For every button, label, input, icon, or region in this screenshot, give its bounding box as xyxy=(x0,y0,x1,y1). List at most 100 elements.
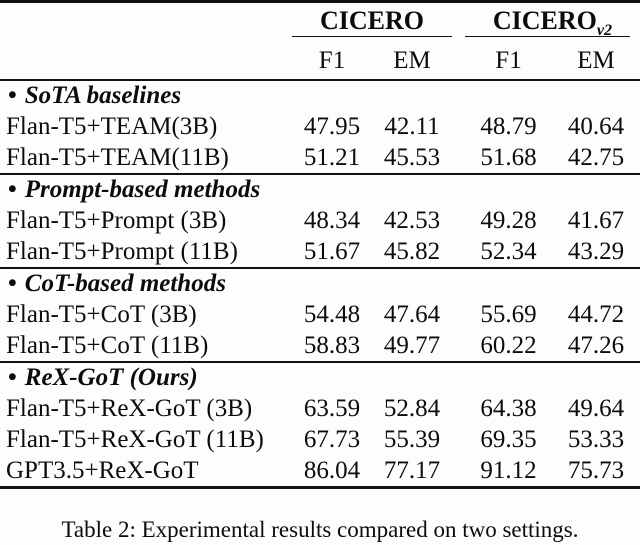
cell-em-cicero-v2: 43.29 xyxy=(567,238,625,265)
table-caption: Table 2: Experimental results compared o… xyxy=(61,517,579,542)
cell-em-cicero: 77.17 xyxy=(383,457,441,484)
section-header: • CoT-based methods xyxy=(0,269,640,299)
column-gap xyxy=(452,236,465,267)
section-sota-baselines: • SoTA baselines Flan-T5+TEAM(3B) 47.95 4… xyxy=(0,81,640,173)
results-table: CICERO CICEROv2 F1 EM F1 EM • SoTA baseli… xyxy=(0,0,640,489)
cell-f1-cicero: 47.95 xyxy=(303,113,361,140)
cell-em-cicero-v2: 75.73 xyxy=(567,457,625,484)
section-header-row: • CoT-based methods xyxy=(0,269,640,299)
dataset-header-cicero: CICERO xyxy=(292,5,452,36)
row-label: Flan-T5+TEAM(3B) xyxy=(6,113,218,140)
column-gap xyxy=(452,455,465,486)
column-gap xyxy=(452,299,465,330)
dataset-header-cicero-v2: CICEROv2 xyxy=(465,5,640,40)
cell-em-cicero: 47.64 xyxy=(383,301,441,328)
column-gap xyxy=(452,393,465,424)
cell-em-cicero-v2: 47.26 xyxy=(567,332,625,359)
dataset-subscript: v2 xyxy=(596,22,613,40)
cell-f1-cicero-v2: 64.38 xyxy=(480,395,537,422)
cell-f1-cicero: 54.48 xyxy=(303,301,361,328)
row-label: GPT3.5+ReX-GoT xyxy=(6,457,199,484)
cell-f1-cicero: 51.67 xyxy=(303,238,361,265)
cell-em-cicero: 55.39 xyxy=(383,426,441,453)
section-prompt-based: • Prompt-based methods Flan-T5+Prompt (3B… xyxy=(0,173,640,267)
row-label: Flan-T5+ReX-GoT (11B) xyxy=(6,426,264,453)
cell-f1-cicero-v2: 55.69 xyxy=(480,301,537,328)
bullet-icon: • xyxy=(8,176,17,203)
cmidrule-cicero-v2 xyxy=(465,36,630,37)
section-rex-got: • ReX-GoT (Ours) Flan-T5+ReX-GoT (3B) 63.… xyxy=(0,361,640,486)
table-row: Flan-T5+TEAM(3B) 47.95 42.11 48.79 40.64 xyxy=(0,111,640,142)
table-row: GPT3.5+ReX-GoT 86.04 77.17 91.12 75.73 xyxy=(0,455,640,486)
table-row: Flan-T5+TEAM(11B) 51.21 45.53 51.68 42.7… xyxy=(0,142,640,173)
section-header-row: • ReX-GoT (Ours) xyxy=(0,363,640,393)
dataset-title: CICERO xyxy=(492,6,597,35)
section-header: • SoTA baselines xyxy=(0,81,640,111)
cell-f1-cicero-v2: 49.28 xyxy=(480,207,537,234)
cell-em-cicero: 45.82 xyxy=(383,238,441,265)
section-title: CoT-based methods xyxy=(24,270,226,297)
metric-header-row: F1 EM F1 EM xyxy=(0,42,640,79)
cell-f1-cicero: 86.04 xyxy=(303,457,361,484)
cell-em-cicero-v2: 49.64 xyxy=(567,395,625,422)
row-label: Flan-T5+Prompt (3B) xyxy=(6,207,227,234)
dataset-group-row: CICERO CICEROv2 xyxy=(0,5,640,40)
metric-header-f1-cicero-v2: F1 xyxy=(495,47,522,74)
table-header: CICERO CICEROv2 F1 EM F1 EM xyxy=(0,3,640,81)
table-row: Flan-T5+ReX-GoT (3B) 63.59 52.84 64.38 4… xyxy=(0,393,640,424)
bullet-icon: • xyxy=(8,270,17,297)
section-header: • Prompt-based methods xyxy=(0,175,640,205)
bullet-icon: • xyxy=(8,82,17,109)
section-header-row: • Prompt-based methods xyxy=(0,175,640,205)
section-cot-based: • CoT-based methods Flan-T5+CoT (3B) 54.4… xyxy=(0,267,640,361)
cell-em-cicero: 45.53 xyxy=(383,144,441,171)
table-row: Flan-T5+Prompt (3B) 48.34 42.53 49.28 41… xyxy=(0,205,640,236)
cell-f1-cicero-v2: 69.35 xyxy=(480,426,537,453)
section-title: ReX-GoT (Ours) xyxy=(24,364,198,391)
column-gap xyxy=(452,42,465,79)
row-label: Flan-T5+Prompt (11B) xyxy=(6,238,238,265)
cell-em-cicero-v2: 42.75 xyxy=(567,144,625,171)
metric-header-em-cicero-v2: EM xyxy=(577,47,615,74)
cell-f1-cicero-v2: 60.22 xyxy=(480,332,537,359)
table-row: Flan-T5+Prompt (11B) 51.67 45.82 52.34 4… xyxy=(0,236,640,267)
cell-em-cicero-v2: 41.67 xyxy=(567,207,625,234)
cell-em-cicero-v2: 40.64 xyxy=(567,113,625,140)
column-gap xyxy=(452,111,465,142)
cell-em-cicero: 49.77 xyxy=(383,332,441,359)
cell-f1-cicero-v2: 52.34 xyxy=(480,238,537,265)
cell-f1-cicero: 63.59 xyxy=(303,395,361,422)
column-gap xyxy=(452,330,465,361)
row-label: Flan-T5+CoT (3B) xyxy=(6,301,197,328)
cell-f1-cicero-v2: 91.12 xyxy=(480,457,537,484)
cell-f1-cicero: 67.73 xyxy=(303,426,361,453)
cell-em-cicero-v2: 53.33 xyxy=(567,426,625,453)
section-title: Prompt-based methods xyxy=(24,176,261,203)
cell-em-cicero: 52.84 xyxy=(383,395,441,422)
section-title: SoTA baselines xyxy=(24,82,182,109)
row-label: Flan-T5+ReX-GoT (3B) xyxy=(6,395,253,422)
cell-f1-cicero-v2: 51.68 xyxy=(480,144,537,171)
cell-f1-cicero: 48.34 xyxy=(303,207,361,234)
metric-header-em-cicero: EM xyxy=(393,47,431,74)
cell-f1-cicero-v2: 48.79 xyxy=(480,113,537,140)
metric-header-f1-cicero: F1 xyxy=(318,47,346,74)
cell-em-cicero: 42.53 xyxy=(383,207,441,234)
table-row: Flan-T5+ReX-GoT (11B) 67.73 55.39 69.35 … xyxy=(0,424,640,455)
column-gap xyxy=(452,424,465,455)
column-gap xyxy=(452,205,465,236)
section-header: • ReX-GoT (Ours) xyxy=(0,363,640,393)
column-gap xyxy=(452,142,465,173)
cell-em-cicero-v2: 44.72 xyxy=(567,301,625,328)
section-header-row: • SoTA baselines xyxy=(0,81,640,111)
cmidrule-cicero xyxy=(292,36,452,37)
table-row: Flan-T5+CoT (3B) 54.48 47.64 55.69 44.72 xyxy=(0,299,640,330)
bullet-icon: • xyxy=(8,364,17,391)
table-row: Flan-T5+CoT (11B) 58.83 49.77 60.22 47.2… xyxy=(0,330,640,361)
row-label: Flan-T5+CoT (11B) xyxy=(6,332,209,359)
cmidrule-row xyxy=(0,36,640,42)
row-label: Flan-T5+TEAM(11B) xyxy=(6,144,229,171)
cell-em-cicero: 42.11 xyxy=(384,113,440,140)
dataset-title: CICERO xyxy=(319,6,424,35)
cell-f1-cicero: 58.83 xyxy=(303,332,361,359)
